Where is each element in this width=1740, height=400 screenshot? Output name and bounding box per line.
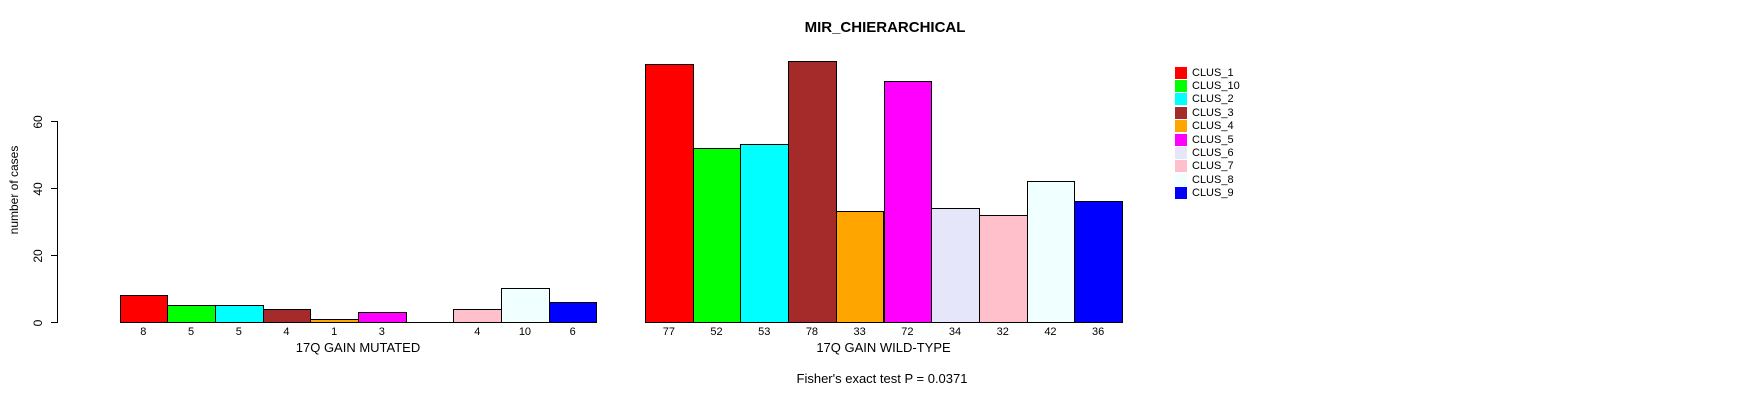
legend-item: CLUS_8 — [1175, 173, 1234, 186]
y-tick — [51, 121, 57, 122]
y-tick — [51, 188, 57, 189]
bar-CLUS_8 — [501, 288, 550, 323]
legend-item-label: CLUS_7 — [1192, 160, 1234, 173]
y-tick — [51, 322, 57, 323]
legend-swatch — [1175, 120, 1187, 133]
legend-swatch — [1175, 93, 1187, 106]
legend-item: CLUS_3 — [1175, 106, 1234, 119]
legend-item: CLUS_9 — [1175, 187, 1234, 200]
legend-item: CLUS_10 — [1175, 79, 1240, 92]
y-tick-label: 0 — [31, 319, 45, 327]
bar-value-label: 4 — [283, 326, 290, 338]
y-tick-label: 60 — [31, 115, 45, 129]
bar-CLUS_1 — [645, 64, 694, 323]
caption: Fisher's exact test P = 0.0371 — [796, 371, 968, 386]
bar-CLUS_2 — [214, 305, 264, 323]
legend-item: CLUS_1 — [1175, 66, 1234, 79]
group-label: 17Q GAIN WILD-TYPE — [816, 340, 951, 355]
bar-CLUS_10 — [167, 305, 216, 323]
bar-CLUS_9 — [1074, 201, 1123, 323]
bar-CLUS_7 — [978, 215, 1028, 323]
legend-item-label: CLUS_2 — [1192, 93, 1234, 106]
y-tick-label: 20 — [31, 249, 45, 263]
legend-item-label: CLUS_9 — [1192, 187, 1234, 200]
chart-title: MIR_CHIERARCHICAL — [804, 19, 966, 36]
y-axis-label: number of cases — [7, 145, 21, 235]
bar-value-label: 4 — [474, 326, 481, 338]
legend-swatch — [1175, 106, 1187, 119]
bar-value-label: 34 — [948, 326, 962, 338]
bar-value-label: 42 — [1044, 326, 1057, 338]
legend-swatch — [1175, 79, 1187, 92]
bar-CLUS_2 — [740, 144, 790, 323]
bar-value-label: 33 — [853, 326, 866, 338]
legend-swatch — [1175, 160, 1187, 173]
y-tick — [51, 255, 57, 256]
bar-value-label: 8 — [140, 326, 147, 338]
bar-CLUS_6 — [931, 208, 980, 323]
legend-item-label: CLUS_10 — [1192, 79, 1240, 92]
legend-item: CLUS_2 — [1175, 93, 1234, 106]
bar-CLUS_7 — [453, 309, 503, 323]
bar-value-label: 1 — [331, 326, 338, 338]
legend-swatch — [1175, 173, 1187, 186]
bar-value-label: 32 — [996, 326, 1009, 338]
bar-CLUS_5 — [883, 81, 933, 323]
legend-item-label: CLUS_1 — [1192, 66, 1234, 79]
legend-item-label: CLUS_4 — [1192, 120, 1234, 133]
legend-swatch — [1175, 133, 1187, 146]
legend-item: CLUS_6 — [1175, 146, 1234, 159]
bar-CLUS_9 — [548, 302, 598, 323]
bar-CLUS_3 — [788, 61, 837, 323]
bar-value-label: 72 — [901, 326, 914, 338]
legend-item-label: CLUS_5 — [1192, 133, 1234, 146]
bar-value-label: 78 — [805, 326, 819, 338]
bar-value-label: 53 — [758, 326, 771, 338]
bar-value-label: 6 — [569, 326, 576, 338]
bar-CLUS_1 — [119, 295, 169, 323]
y-axis-line — [57, 121, 58, 323]
bar-value-label: 52 — [710, 326, 723, 338]
bar-value-label: 36 — [1092, 326, 1105, 338]
bar-value-label: 10 — [518, 326, 532, 338]
bar-CLUS_4 — [310, 319, 359, 323]
legend-item: CLUS_4 — [1175, 120, 1234, 133]
legend-item: CLUS_7 — [1175, 160, 1234, 173]
y-tick-label: 40 — [31, 182, 45, 196]
bar-CLUS_10 — [692, 148, 742, 323]
legend-item-label: CLUS_8 — [1192, 173, 1234, 186]
bar-CLUS_8 — [1026, 181, 1076, 323]
legend-item-label: CLUS_6 — [1192, 146, 1234, 159]
legend-swatch — [1175, 66, 1187, 79]
bar-value-label: 3 — [378, 326, 385, 338]
bar-CLUS_5 — [358, 312, 407, 323]
bar-value-label: 5 — [235, 326, 242, 338]
legend-item-label: CLUS_3 — [1192, 106, 1234, 119]
bar-value-label: 5 — [187, 326, 195, 338]
bar-CLUS_4 — [835, 211, 885, 323]
bar-CLUS_3 — [262, 309, 312, 323]
legend-item: CLUS_5 — [1175, 133, 1234, 146]
legend-swatch — [1175, 146, 1187, 159]
group-label: 17Q GAIN MUTATED — [295, 340, 421, 355]
legend-swatch — [1175, 187, 1187, 200]
bar-value-label: 77 — [662, 326, 675, 338]
